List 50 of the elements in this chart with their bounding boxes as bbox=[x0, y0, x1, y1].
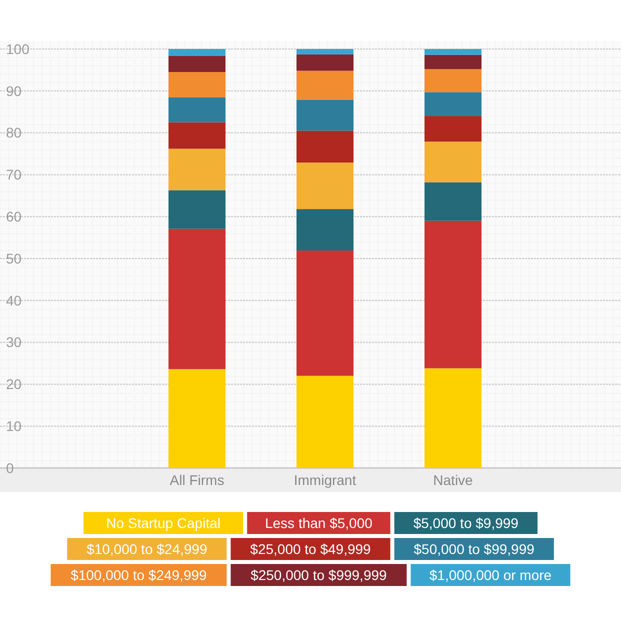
x-tick-label: All Firms bbox=[170, 472, 224, 488]
y-tick-label: 80 bbox=[6, 124, 22, 141]
y-tick-label: 30 bbox=[6, 334, 22, 350]
text: $250,000 to $999,999 bbox=[250, 567, 388, 583]
bar bbox=[168, 148, 226, 190]
bar bbox=[168, 49, 226, 56]
text: $100,000 to $249,999 bbox=[70, 567, 208, 583]
x-tick-label: Native bbox=[433, 472, 474, 488]
y-tick-label: 10 bbox=[6, 418, 22, 434]
y-tick-label: 100 bbox=[6, 40, 30, 57]
bar bbox=[296, 130, 354, 163]
bar bbox=[424, 220, 482, 368]
bar bbox=[296, 162, 354, 210]
bar bbox=[296, 100, 354, 131]
bar bbox=[424, 49, 482, 55]
bar bbox=[168, 190, 226, 229]
y-tick-label: 90 bbox=[6, 82, 22, 99]
bar bbox=[424, 368, 482, 468]
text: $1,000,000 or more bbox=[429, 567, 552, 583]
bar bbox=[424, 54, 482, 70]
bar bbox=[168, 72, 226, 98]
bar bbox=[296, 49, 354, 54]
text: $5,000 to $9,999 bbox=[413, 515, 519, 531]
bar bbox=[296, 70, 354, 100]
bar bbox=[168, 228, 226, 370]
bar bbox=[424, 116, 482, 142]
text: $10,000 to $24,999 bbox=[86, 541, 208, 557]
bar bbox=[168, 56, 226, 72]
bar bbox=[296, 209, 354, 251]
bar bbox=[424, 92, 482, 116]
text: $25,000 to $49,999 bbox=[250, 541, 372, 557]
bar bbox=[296, 54, 354, 71]
y-tick-label: 0 bbox=[6, 460, 14, 476]
y-tick-label: 20 bbox=[6, 376, 22, 392]
y-tick-label: 50 bbox=[6, 250, 22, 266]
y-tick-label: 60 bbox=[6, 208, 22, 224]
y-tick-label: 40 bbox=[6, 292, 22, 308]
text: Less than $5,000 bbox=[264, 515, 373, 531]
bar bbox=[296, 250, 354, 376]
bar bbox=[168, 369, 226, 468]
bar bbox=[424, 142, 482, 182]
bar bbox=[424, 69, 482, 92]
y-tick-label: 70 bbox=[6, 166, 22, 183]
text: No Startup Capital bbox=[106, 515, 221, 531]
bar bbox=[296, 376, 354, 468]
text: $50,000 to $99,999 bbox=[414, 541, 535, 557]
bar bbox=[168, 97, 226, 122]
bar bbox=[424, 182, 482, 221]
bar bbox=[168, 122, 226, 149]
x-tick-label: Immigrant bbox=[294, 472, 356, 488]
